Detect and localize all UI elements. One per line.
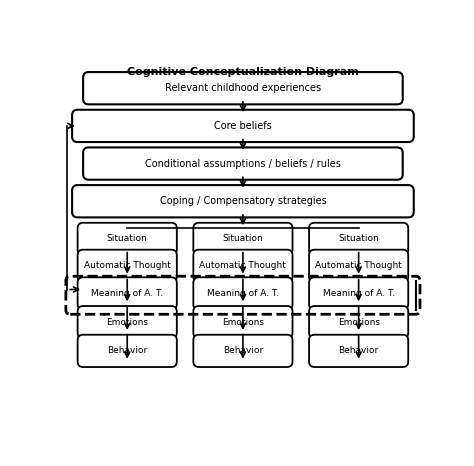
FancyBboxPatch shape — [309, 335, 408, 367]
Text: Core beliefs: Core beliefs — [214, 121, 272, 131]
FancyBboxPatch shape — [309, 277, 408, 309]
FancyBboxPatch shape — [72, 110, 414, 142]
Text: Cognitive Conceptualization Diagram: Cognitive Conceptualization Diagram — [127, 67, 359, 77]
FancyBboxPatch shape — [78, 223, 177, 255]
Text: Behavior: Behavior — [338, 346, 379, 356]
Text: Relevant childhood experiences: Relevant childhood experiences — [165, 83, 321, 93]
FancyBboxPatch shape — [78, 335, 177, 367]
FancyBboxPatch shape — [309, 306, 408, 338]
FancyBboxPatch shape — [78, 306, 177, 338]
Text: Meaning of A. T.: Meaning of A. T. — [207, 289, 279, 298]
FancyBboxPatch shape — [193, 306, 292, 338]
Text: Meaning of A. T.: Meaning of A. T. — [91, 289, 163, 298]
Text: Behavior: Behavior — [107, 346, 147, 356]
Text: Conditional assumptions / beliefs / rules: Conditional assumptions / beliefs / rule… — [145, 158, 341, 169]
FancyBboxPatch shape — [193, 223, 292, 255]
FancyBboxPatch shape — [72, 185, 414, 218]
FancyBboxPatch shape — [193, 250, 292, 282]
FancyBboxPatch shape — [193, 335, 292, 367]
Text: Automatic Thought: Automatic Thought — [200, 261, 286, 270]
Text: Behavior: Behavior — [223, 346, 263, 356]
FancyBboxPatch shape — [78, 277, 177, 309]
FancyBboxPatch shape — [309, 223, 408, 255]
Text: Automatic Thought: Automatic Thought — [84, 261, 171, 270]
FancyBboxPatch shape — [309, 250, 408, 282]
FancyBboxPatch shape — [193, 277, 292, 309]
FancyBboxPatch shape — [83, 147, 403, 180]
Text: Emotions: Emotions — [337, 318, 380, 327]
Text: Automatic Thought: Automatic Thought — [315, 261, 402, 270]
FancyBboxPatch shape — [83, 72, 403, 104]
Text: Coping / Compensatory strategies: Coping / Compensatory strategies — [160, 196, 326, 206]
Text: Situation: Situation — [223, 234, 263, 243]
Text: Situation: Situation — [107, 234, 147, 243]
Text: Meaning of A. T.: Meaning of A. T. — [323, 289, 395, 298]
Text: Emotions: Emotions — [222, 318, 264, 327]
Text: Emotions: Emotions — [106, 318, 148, 327]
Text: Situation: Situation — [338, 234, 379, 243]
FancyBboxPatch shape — [78, 250, 177, 282]
